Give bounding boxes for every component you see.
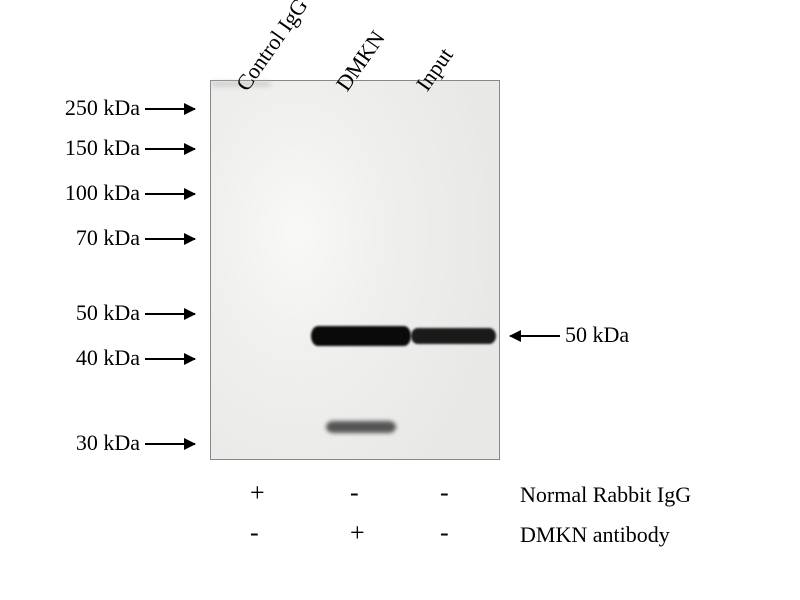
cond-dmkn-ab-lane3: - [440, 518, 449, 548]
mw-arrow-150 [145, 148, 195, 150]
mw-arrow-40 [145, 358, 195, 360]
result-label-50kda: 50 kDa [565, 322, 629, 348]
band-input-50kda [411, 328, 496, 344]
mw-arrow-250 [145, 108, 195, 110]
mw-label-50: 50 kDa [20, 300, 140, 326]
mw-arrow-70 [145, 238, 195, 240]
blot-membrane [210, 80, 500, 460]
mw-label-40: 40 kDa [20, 345, 140, 371]
mw-label-100: 100 kDa [20, 180, 140, 206]
band-dmkn-50kda [311, 326, 411, 346]
mw-label-250: 250 kDa [20, 95, 140, 121]
cond-dmkn-ab-lane1: - [250, 518, 259, 548]
cond-normal-igg-lane1: + [250, 478, 265, 508]
mw-arrow-30 [145, 443, 195, 445]
cond-label-normal-igg: Normal Rabbit IgG [520, 482, 691, 508]
cond-normal-igg-lane3: - [440, 478, 449, 508]
cond-dmkn-ab-lane2: + [350, 518, 365, 548]
western-blot-figure: WWW.PTGLAB.COM Control IgG DMKN Input 25… [0, 0, 800, 600]
mw-label-70: 70 kDa [20, 225, 140, 251]
mw-arrow-50 [145, 313, 195, 315]
mw-label-150: 150 kDa [20, 135, 140, 161]
mw-label-30: 30 kDa [20, 430, 140, 456]
mw-arrow-100 [145, 193, 195, 195]
cond-label-dmkn-ab: DMKN antibody [520, 522, 670, 548]
band-dmkn-32kda [326, 421, 396, 433]
result-arrow [510, 335, 560, 337]
cond-normal-igg-lane2: - [350, 478, 359, 508]
blot-background [211, 81, 499, 459]
